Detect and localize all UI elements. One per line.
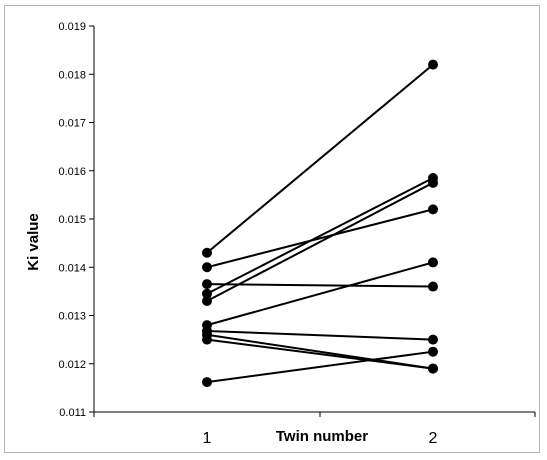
series-line-3 xyxy=(206,283,434,288)
data-point-6-twin-2 xyxy=(428,257,438,268)
series-line-2 xyxy=(206,208,434,269)
x-axis-title: Twin number xyxy=(276,428,368,445)
data-point-1-twin-1 xyxy=(202,247,212,258)
data-point-10-twin-1 xyxy=(202,377,212,388)
data-point-1-twin-2 xyxy=(428,59,438,70)
y-tick-label: 0.018 xyxy=(58,69,86,81)
series-line-6 xyxy=(206,261,434,327)
x-tick-label-1: 1 xyxy=(203,430,212,447)
data-point-9-twin-1 xyxy=(202,334,212,345)
series-line-10 xyxy=(206,350,434,384)
data-point-3-twin-1 xyxy=(202,279,212,290)
data-point-7-twin-2 xyxy=(428,334,438,345)
series-line-1 xyxy=(206,63,434,254)
series-line-5 xyxy=(206,181,434,302)
chart-frame xyxy=(4,5,540,453)
y-tick-label: 0.017 xyxy=(58,118,86,130)
data-point-3-twin-2 xyxy=(428,281,438,292)
y-tick-label: 0.016 xyxy=(58,166,86,178)
x-tick-label-2: 2 xyxy=(429,430,438,447)
series-line-4 xyxy=(206,177,434,295)
chart-lines xyxy=(206,63,434,384)
y-tick-label: 0.011 xyxy=(59,407,86,419)
series-line-7 xyxy=(206,329,434,341)
data-point-5-twin-2 xyxy=(428,177,438,188)
y-tick-label: 0.014 xyxy=(58,262,86,274)
data-point-4-twin-1 xyxy=(202,288,212,299)
y-tick-label: 0.012 xyxy=(58,359,86,371)
y-tick-label: 0.015 xyxy=(58,214,86,226)
data-point-10-twin-2 xyxy=(428,346,438,357)
chart-labels: Ki value Twin number xyxy=(25,213,368,445)
y-tick-label: 0.013 xyxy=(58,311,86,323)
y-tick-label: 0.019 xyxy=(58,21,86,33)
chart-axes: 0.011 0.012 0.013 0.014 0.015 0.016 0.017 0.018… xyxy=(58,21,536,447)
data-point-5-twin-1 xyxy=(202,296,212,307)
data-point-2-twin-2 xyxy=(428,204,438,215)
chart-points xyxy=(202,59,438,388)
y-axis-title: Ki value xyxy=(25,213,42,271)
series-line-9 xyxy=(206,338,434,370)
data-point-2-twin-1 xyxy=(202,262,212,273)
data-point-9-twin-2 xyxy=(428,363,438,374)
